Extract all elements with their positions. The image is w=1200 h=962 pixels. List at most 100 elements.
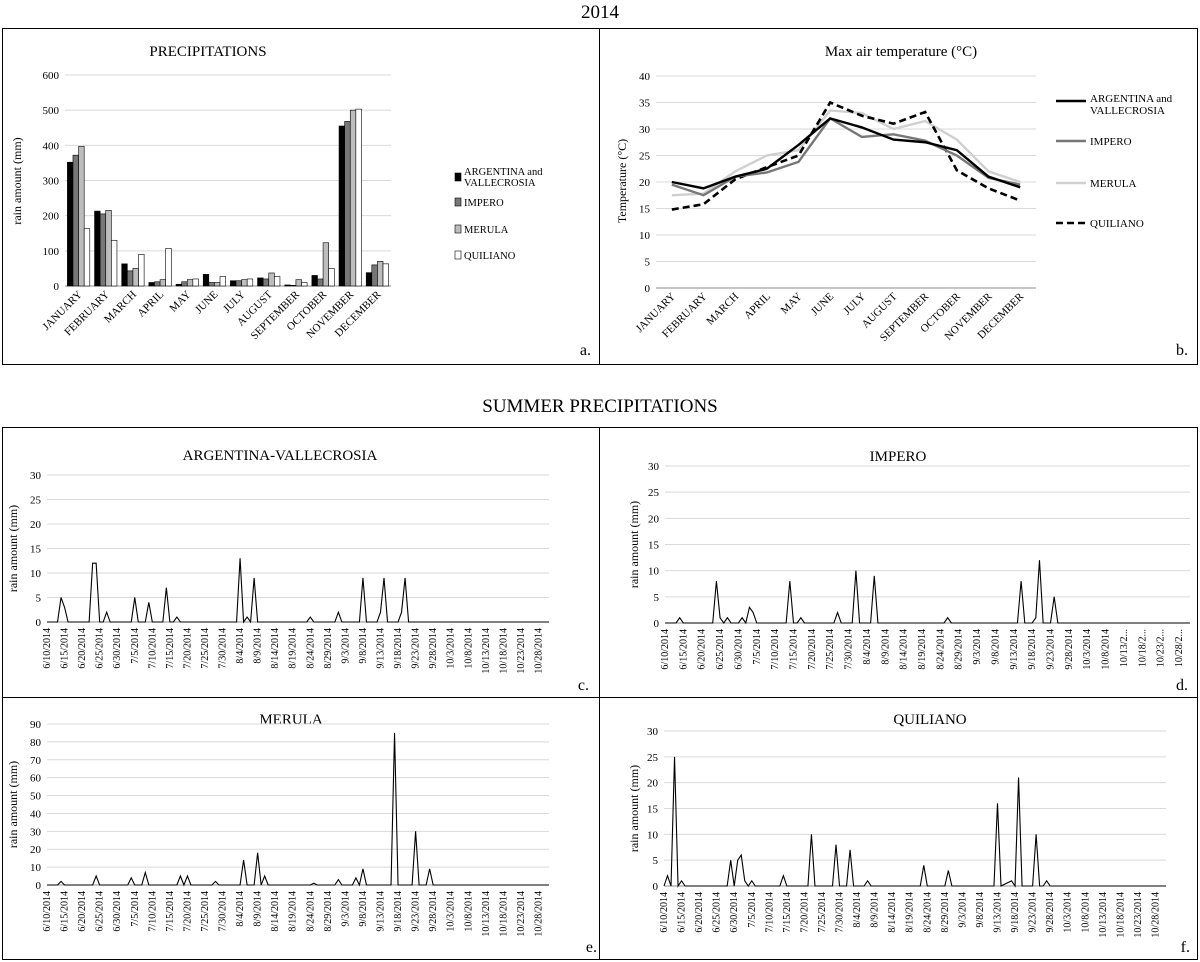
x-tick-label: 7/5/2014 bbox=[130, 628, 141, 664]
y-tick-label: 10 bbox=[30, 568, 42, 580]
chart-title: MERULA bbox=[259, 712, 323, 728]
x-tick-label: 10/8/2014 bbox=[463, 891, 474, 932]
chart-title: Max air temperature (°C) bbox=[825, 44, 977, 60]
x-tick-label: 7/15/2014 bbox=[165, 628, 176, 669]
impero-summer-chart: IMPERO rain amount (mm) d. 0 5 10 15 20 25 30 6/10… bbox=[627, 449, 1190, 694]
x-tick-label: 7/5/2014 bbox=[747, 892, 758, 928]
x-tick-label: 7/20/2014 bbox=[182, 891, 193, 932]
y-tick-label: 20 bbox=[30, 844, 42, 856]
x-tick-label: 6/15/2014 bbox=[60, 628, 71, 669]
bar-merula-march bbox=[132, 268, 139, 287]
y-tick-label: 20 bbox=[647, 778, 659, 790]
x-tick-label: 10/18/2014 bbox=[498, 891, 509, 937]
bar-impero-october bbox=[317, 278, 324, 287]
y-axis-label: rain amount (mm) bbox=[10, 137, 24, 224]
x-tick-label: 10/28/2014 bbox=[1150, 892, 1161, 938]
x-tick-label: 9/3/2014 bbox=[957, 892, 968, 928]
impero-summer-chart-panel: IMPERO rain amount (mm) d. 0 5 10 15 20 25 30 6/10… bbox=[599, 427, 1198, 698]
x-tick-label: 7/20/2014 bbox=[799, 892, 810, 933]
y-tick-label: 40 bbox=[639, 71, 651, 83]
x-tick-label: 10/13/2014 bbox=[481, 891, 492, 937]
x-tick-label: 10/3/2014 bbox=[446, 891, 457, 932]
x-tick-label: 9/18/2014 bbox=[393, 628, 404, 669]
chart-title: PRECIPITATIONS bbox=[149, 44, 266, 60]
y-axis-label: rain amount (mm) bbox=[6, 761, 20, 848]
x-tick-label: 10/3/2014 bbox=[1063, 892, 1074, 933]
x-tick-label: 8/9/2014 bbox=[880, 629, 891, 665]
y-tick-label: 0 bbox=[36, 617, 42, 629]
x-tick-label: 8/29/2014 bbox=[323, 628, 334, 669]
bar-impero-september bbox=[290, 284, 297, 287]
y-tick-label: 30 bbox=[639, 124, 651, 136]
x-tick-label: 7/10/2014 bbox=[147, 891, 158, 932]
x-tick-label: 7/30/2014 bbox=[844, 629, 855, 670]
y-tick-label: 10 bbox=[30, 862, 42, 874]
x-tick-label: 9/3/2014 bbox=[340, 891, 351, 927]
x-tick-label: 9/8/2014 bbox=[975, 892, 986, 928]
x-tick-label: 8/14/2014 bbox=[270, 628, 281, 669]
x-tick-label: 9/18/2014 bbox=[393, 891, 404, 932]
y-tick-label: 25 bbox=[30, 495, 42, 507]
x-tick-label: 10/3/2014 bbox=[1082, 629, 1093, 670]
x-tick-label: 8/29/2014 bbox=[940, 892, 951, 933]
bar-merula-may bbox=[186, 279, 194, 287]
max-temperature-line-chart-panel: Max air temperature (°C) Temperature (°C)… bbox=[599, 28, 1198, 365]
y-tick-label: 30 bbox=[648, 461, 660, 473]
x-tick-label: 6/15/2014 bbox=[678, 629, 689, 670]
y-axis-label: rain amount (mm) bbox=[627, 765, 641, 852]
bar-impero-april bbox=[154, 281, 161, 287]
legend-label-impero: IMPERO bbox=[1090, 136, 1132, 148]
y-tick-label: 15 bbox=[639, 204, 651, 216]
bar-argentina-and-vallecrosia-may bbox=[175, 283, 182, 287]
x-tick-label: 6/30/2014 bbox=[112, 891, 123, 932]
x-tick-label: 10/13/2014 bbox=[1098, 892, 1109, 938]
x-tick-label: 7/20/2014 bbox=[807, 629, 818, 670]
x-tick-label: 9/28/2014 bbox=[1064, 629, 1075, 670]
y-tick-label: 0 bbox=[36, 880, 42, 892]
y-tick-label: 80 bbox=[30, 737, 42, 749]
bar-quiliano-february bbox=[111, 239, 118, 287]
y-tick-label: 10 bbox=[647, 829, 659, 841]
panel-label: b. bbox=[1176, 342, 1188, 359]
chart-title: QUILIANO bbox=[893, 712, 966, 728]
panel-label: e. bbox=[586, 939, 597, 956]
chart-title: ARGENTINA-VALLECROSIA bbox=[183, 448, 378, 464]
x-tick-label: 9/18/2014 bbox=[1027, 629, 1038, 670]
x-tick-label: 8/29/2014 bbox=[323, 891, 334, 932]
y-tick-label: 5 bbox=[654, 592, 660, 604]
daily-rain-line bbox=[47, 558, 549, 624]
bar-merula-november bbox=[349, 109, 357, 287]
legend-label-argentina-and-vallecrosia: ARGENTINA and VALLECROSIA bbox=[464, 167, 543, 189]
daily-rain-line bbox=[665, 560, 1190, 625]
x-tick-label-june: JUNE bbox=[809, 290, 837, 318]
x-tick-label: 8/4/2014 bbox=[235, 891, 246, 927]
bar-merula-january bbox=[78, 146, 85, 287]
y-tick-label: 25 bbox=[639, 151, 651, 163]
bar-merula-december bbox=[377, 261, 384, 287]
x-tick-label: 8/29/2014 bbox=[954, 629, 965, 670]
bar-quiliano-june bbox=[219, 276, 226, 287]
y-axis-label: rain amount (mm) bbox=[627, 501, 641, 588]
y-tick-label: 20 bbox=[648, 513, 660, 525]
summer-section-title: SUMMER PRECIPITATIONS bbox=[482, 396, 718, 417]
y-tick-label: 15 bbox=[648, 540, 660, 552]
legend-swatch-merula bbox=[454, 224, 462, 234]
bar-quiliano-august bbox=[274, 276, 281, 287]
legend-label-impero: IMPERO bbox=[464, 198, 504, 209]
bar-merula-october bbox=[322, 242, 329, 287]
x-tick-label: 10/28/2014 bbox=[533, 891, 544, 937]
bar-impero-december bbox=[371, 264, 378, 287]
x-tick-label: 8/14/2014 bbox=[887, 892, 898, 933]
y-tick-label: 25 bbox=[648, 487, 660, 499]
x-tick-label: 6/20/2014 bbox=[694, 892, 705, 933]
daily-rain-line bbox=[47, 732, 549, 887]
x-tick-label: 10/13/2014 bbox=[481, 628, 492, 674]
x-tick-label: 6/30/2014 bbox=[729, 892, 740, 933]
y-tick-label: 10 bbox=[639, 230, 651, 242]
x-tick-label: 10/28/2... bbox=[1174, 629, 1185, 667]
x-tick-label: 8/9/2014 bbox=[870, 892, 881, 928]
bar-argentina-and-vallecrosia-january bbox=[67, 161, 74, 287]
x-tick-label: 7/30/2014 bbox=[835, 892, 846, 933]
y-tick-label: 500 bbox=[43, 105, 60, 117]
bar-argentina-and-vallecrosia-april bbox=[148, 282, 155, 287]
